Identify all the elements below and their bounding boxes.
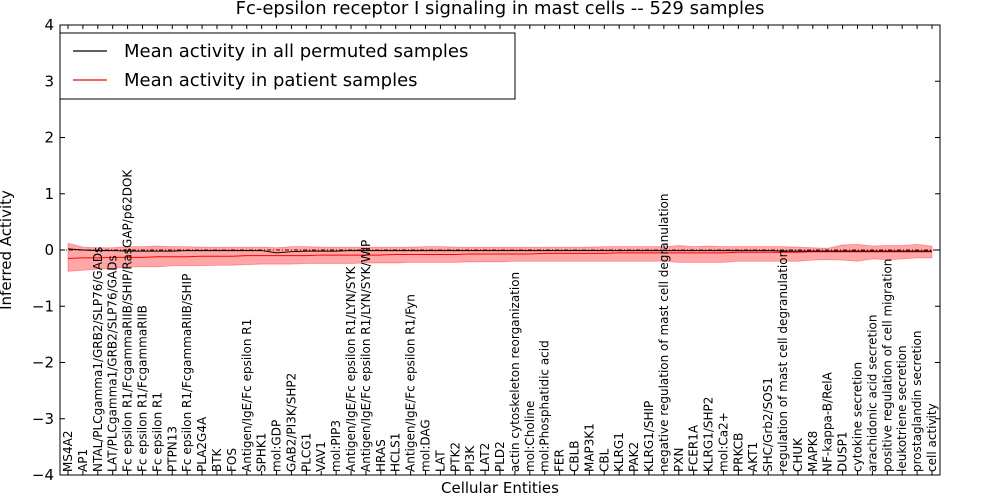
x-tick-label: Fc epsilon R1/FcgammaRIIB/SHIP	[180, 274, 194, 472]
x-tick-label: LAT/PLCgamma1/GRB2/SLP76/GADs	[106, 255, 120, 472]
x-tick-label: SPHK1	[255, 433, 269, 472]
x-tick-label: CBL	[597, 448, 611, 472]
x-tick-label: PLCG1	[299, 433, 313, 472]
x-tick-label: PXN	[672, 448, 686, 472]
y-tick-label: −3	[32, 410, 54, 428]
x-tick-label: Fc epsilon R1/FcgammaRIIB	[135, 305, 149, 472]
legend: Mean activity in all permuted samples Mea…	[59, 32, 516, 100]
series-line-permuted	[67, 248, 932, 254]
x-tick-label: leukotriene secretion	[895, 345, 909, 472]
x-tick-label: PTPN13	[165, 426, 179, 472]
x-tick-label: HCLS1	[389, 433, 403, 472]
x-tick-label: LAT	[433, 450, 447, 472]
x-tick-label: positive regulation of cell migration	[880, 259, 894, 472]
x-tick-label: regulation of mast cell degranulation	[776, 250, 790, 472]
y-tick-label: 3	[44, 72, 54, 90]
x-tick-label: mol:Phosphatidic acid	[538, 340, 552, 472]
x-tick-label: Antigen/IgE/Fc epsilon R1/LYN/SYK/WIP	[359, 240, 373, 472]
x-tick-label: AKT1	[746, 442, 760, 472]
x-tick-label: PLD2	[493, 441, 507, 472]
x-tick-label: MAPK8	[806, 431, 820, 472]
x-tick-label: PI3K	[463, 445, 477, 472]
x-tick-label: FOS	[225, 448, 239, 472]
x-tick-label: DUSP1	[836, 431, 850, 472]
y-tick-label: 2	[44, 129, 54, 147]
y-tick-label: 4	[44, 16, 54, 34]
x-tick-label: Antigen/IgE/Fc epsilon R1/LYN/SYK	[344, 265, 358, 472]
legend-box	[59, 32, 516, 100]
x-tick-label: actin cytoskeleton reorganization	[508, 272, 522, 472]
x-tick-label: cytokine secretion	[851, 362, 865, 472]
x-tick-label: KLRG1/SHP2	[702, 397, 716, 472]
x-tick-label: KLRG1/SHIP	[642, 401, 656, 472]
x-axis-label: Cellular Entities	[441, 479, 559, 497]
y-tick-label: 0	[44, 241, 54, 259]
x-tick-label: mol:Choline	[523, 401, 537, 472]
plot-area: −4 −3 −2 −1 0 1 2 3 4 MS4A2 AP1 NTAL/PLCgamma1/GRB2…	[32, 16, 941, 484]
x-tick-label: FCER1A	[687, 424, 701, 472]
x-tick-label: PRKCB	[731, 433, 745, 472]
x-tick-label: CBLB	[567, 440, 581, 472]
x-tick-label: KLRG1	[612, 432, 626, 472]
x-tick-label: mol:PIP3	[329, 420, 343, 472]
x-tick-label: PTK2	[448, 442, 462, 472]
x-tick-label: PLA2G4A	[195, 416, 209, 472]
x-tick-label: CHUK	[791, 437, 805, 472]
x-tick-label: MAP3K1	[582, 423, 596, 472]
x-tick-label: arachidonic acid secretion	[865, 315, 879, 472]
y-tick-label: −2	[32, 354, 54, 372]
x-tick-label: negative regulation of mast cell degranu…	[657, 193, 671, 472]
x-tick-label: cell activity	[925, 403, 939, 472]
x-tick-label: VAV1	[314, 441, 328, 472]
x-tick-label: FER	[553, 449, 567, 472]
x-tick-label: mol:GDP	[270, 420, 284, 472]
y-tick-label: −1	[32, 297, 54, 315]
x-tick-label: BTK	[210, 447, 224, 472]
x-tick-label: NF-kappa-B/RelA	[821, 371, 835, 472]
x-tick-label: prostaglandin secretion	[910, 331, 924, 473]
x-tick-label: Fc epsilon R1	[150, 392, 164, 472]
chart-title: Fc-epsilon receptor I signaling in mast …	[236, 0, 765, 19]
patient-activity-band	[67, 242, 933, 272]
x-tick-label: HRAS	[374, 439, 388, 472]
x-tick-label: SHC/Grb2/SOS1	[761, 377, 775, 472]
x-tick-label: Antigen/IgE/Fc epsilon R1	[240, 319, 254, 472]
x-tick-label: LAT2	[478, 443, 492, 472]
y-axis-label: Inferred Activity	[0, 190, 15, 310]
y-tick-label: −4	[32, 466, 54, 484]
x-tick-label: GAB2/PI3K/SHP2	[284, 373, 298, 472]
y-tick-label: 1	[44, 185, 54, 203]
legend-label: Mean activity in patient samples	[124, 70, 418, 91]
x-tick-label: Fc epsilon R1/FcgammaRIIB/SHIP/RasGAP/p6…	[121, 169, 135, 472]
series-line-patient	[67, 251, 932, 259]
x-tick-label: MS4A2	[61, 431, 75, 472]
x-tick-label: mol:DAG	[419, 419, 433, 472]
legend-label: Mean activity in all permuted samples	[124, 41, 468, 62]
x-tick-label: PAK2	[627, 442, 641, 472]
x-tick-label: mol:Ca2+	[716, 412, 730, 472]
x-tick-label: NTAL/PLCgamma1/GRB2/SLP76/GADs	[91, 247, 105, 472]
x-tick-label: Antigen/IgE/Fc epsilon R1/Fyn	[404, 294, 418, 472]
x-tick-label: AP1	[76, 449, 90, 472]
